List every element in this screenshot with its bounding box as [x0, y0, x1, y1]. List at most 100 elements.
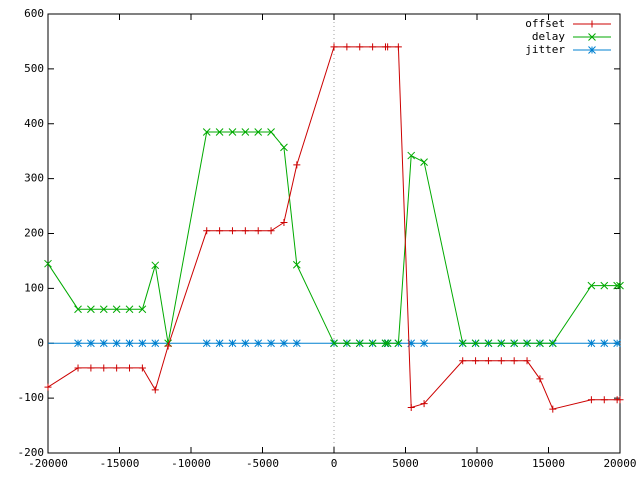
- delay-point: [44, 259, 52, 268]
- delay-point: [368, 339, 377, 348]
- x-tick-label: 15000: [532, 457, 565, 470]
- jitter-point: [241, 339, 250, 348]
- jitter-point: [228, 339, 237, 348]
- offset-point: [523, 357, 531, 365]
- delay-point: [510, 339, 519, 348]
- delay-point: [523, 339, 531, 348]
- delay-point: [355, 339, 364, 348]
- offset-point: [87, 364, 95, 372]
- jitter-point: [74, 339, 82, 348]
- delay-point: [151, 261, 160, 270]
- jitter-point: [613, 339, 621, 348]
- offset-point: [587, 396, 595, 404]
- delay-point: [215, 128, 224, 136]
- delay-point: [484, 339, 493, 348]
- delay-point: [381, 339, 390, 348]
- offset-point: [113, 364, 121, 372]
- jitter-point: [407, 339, 416, 348]
- x-tick-label: -15000: [100, 457, 140, 470]
- jitter-point: [87, 339, 95, 348]
- x-tick-label: -5000: [246, 457, 279, 470]
- delay-point: [99, 305, 108, 314]
- jitter-point: [151, 339, 160, 348]
- jitter-point: [215, 339, 224, 348]
- delay-point: [600, 281, 609, 290]
- jitter-point: [420, 339, 428, 348]
- jitter-point: [202, 339, 211, 348]
- offset-point: [497, 357, 505, 365]
- offset-point: [472, 357, 480, 365]
- offset-point: [484, 357, 492, 365]
- delay-point: [471, 339, 480, 348]
- delay-point: [330, 339, 338, 348]
- delay-point: [394, 339, 403, 348]
- jitter-point: [99, 339, 108, 348]
- delay-point: [407, 151, 416, 160]
- offset-point: [384, 43, 392, 51]
- offset-point: [536, 375, 544, 383]
- offset-point: [510, 357, 518, 365]
- plot-frame: [47, 13, 621, 454]
- legend-label: offset: [525, 17, 565, 30]
- series-layer: [44, 43, 624, 413]
- series-offset: [44, 43, 624, 413]
- x-tick-label: -10000: [171, 457, 211, 470]
- offset-point: [126, 364, 134, 372]
- axes-layer: -200 -100 0 100 200 300 400 500 600 -20000 -15000 -…: [18, 7, 637, 470]
- legend-swatch-marker: [588, 33, 596, 41]
- offset-point: [600, 396, 608, 404]
- legend-swatch-marker: [588, 46, 596, 54]
- jitter-point: [587, 339, 596, 348]
- offset-point: [267, 227, 275, 235]
- y-tick-label: 500: [24, 62, 44, 75]
- offset-point: [228, 227, 236, 235]
- legend-entry-jitter: jitter: [525, 43, 611, 56]
- x-tick-label: 5000: [392, 457, 419, 470]
- y-tick-label: 600: [24, 7, 44, 20]
- jitter-point: [600, 339, 609, 348]
- delay-point: [87, 305, 95, 314]
- delay-point: [497, 339, 506, 348]
- delay-point: [202, 128, 211, 136]
- delay-point: [267, 128, 275, 136]
- delay-point: [587, 281, 596, 290]
- x-tick-label: 10000: [460, 457, 493, 470]
- jitter-point: [292, 339, 301, 348]
- delay-point: [292, 260, 301, 269]
- y-tick-label: -100: [18, 391, 45, 404]
- delay-point: [548, 339, 557, 348]
- offset-point: [369, 43, 377, 51]
- jitter-point: [254, 339, 263, 348]
- x-tick-label: -20000: [28, 457, 68, 470]
- y-tick-label: 200: [24, 227, 44, 240]
- x-tick-label: 20000: [603, 457, 636, 470]
- offset-point: [164, 342, 172, 350]
- offset-point: [343, 43, 351, 51]
- delay-point: [138, 305, 147, 314]
- jitter-point: [280, 339, 288, 348]
- delay-point: [280, 143, 288, 152]
- jitter-point: [138, 339, 147, 348]
- delay-point: [254, 128, 263, 136]
- legend-entry-delay: delay: [532, 30, 611, 43]
- delay-point: [383, 339, 392, 348]
- legend-label: jitter: [525, 43, 565, 56]
- y-tick-label: 300: [24, 172, 44, 185]
- delay-point: [616, 281, 624, 290]
- delay-line: [47, 131, 620, 344]
- delay-point: [613, 281, 621, 290]
- offset-point: [356, 43, 364, 51]
- offset-point: [280, 219, 288, 227]
- offset-point: [241, 227, 249, 235]
- delay-point: [241, 128, 250, 136]
- legend-entry-offset: offset: [525, 17, 611, 30]
- delay-point: [343, 339, 351, 348]
- delay-point: [420, 158, 428, 167]
- offset-point: [203, 227, 211, 235]
- jitter-point: [267, 339, 275, 348]
- offset-point: [100, 364, 108, 372]
- legend-swatch-marker: [588, 20, 596, 28]
- offset-point: [420, 400, 428, 408]
- delay-point: [74, 305, 82, 314]
